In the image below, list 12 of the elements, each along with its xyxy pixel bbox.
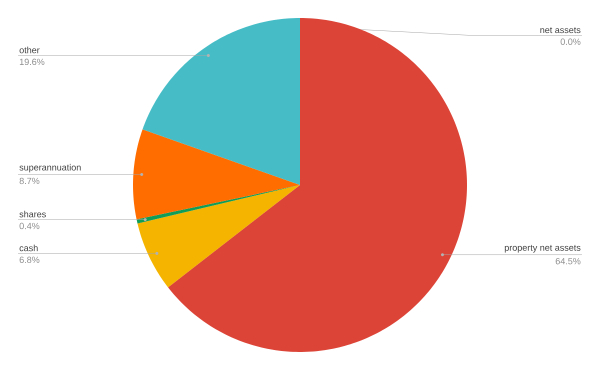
slice-label: other bbox=[20, 46, 40, 54]
data-label: 64.5% bbox=[556, 258, 580, 264]
data-label: 0.4% bbox=[20, 222, 40, 230]
category-label: net assets bbox=[540, 27, 580, 34]
slice-label: cash bbox=[20, 244, 38, 252]
slice-label: shares bbox=[19, 210, 46, 218]
text: 0.0% bbox=[560, 38, 580, 45]
slice-label: property net assets bbox=[504, 244, 580, 253]
data-label: 19.6% bbox=[20, 58, 44, 66]
data-label: 6.8% bbox=[20, 256, 40, 264]
data-label: 8.7% bbox=[20, 178, 40, 184]
slice-label: superannuation bbox=[19, 164, 81, 172]
